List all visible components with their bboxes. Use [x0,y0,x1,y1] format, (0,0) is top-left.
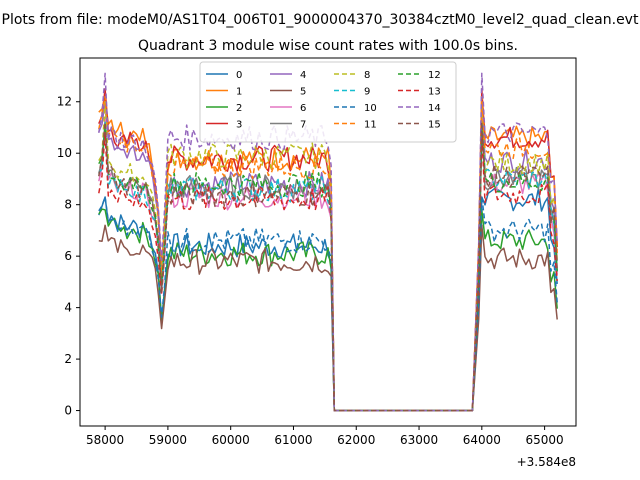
series-line-15 [98,121,558,412]
legend-label-10: 10 [364,103,377,114]
y-tick-label: 4 [64,301,72,315]
y-tick-label: 6 [64,249,72,263]
legend-label-11: 11 [364,120,377,131]
axes-frame [79,57,577,427]
legend-label-2: 2 [236,103,242,114]
legend-label-4: 4 [300,70,306,81]
legend-label-12: 12 [428,70,441,81]
y-tick-label: 12 [57,95,72,109]
series-line-14 [98,72,558,412]
legend-label-5: 5 [300,87,306,98]
legend-label-8: 8 [364,70,370,81]
series-line-5 [98,224,558,412]
legend-label-0: 0 [236,70,242,81]
series-layer [98,72,558,412]
series-line-12 [98,126,558,412]
figure-title: Plots from file: modeM0/AS1T04_006T01_90… [2,12,639,28]
x-axis: 58000 59000 60000 61000 62000 63000 64000 65000 [86,426,564,447]
x-tick-label: 59000 [149,433,187,447]
x-tick-label: 65000 [526,433,564,447]
x-tick-label: 60000 [212,433,250,447]
legend-label-6: 6 [300,103,306,114]
chart-title: Quadrant 3 module wise count rates with … [138,38,518,54]
x-tick-label: 61000 [274,433,312,447]
x-tick-label: 62000 [337,433,375,447]
series-line-10 [98,196,558,412]
x-tick-label: 63000 [400,433,438,447]
y-tick-label: 8 [64,198,72,212]
legend-label-1: 1 [236,87,242,98]
y-tick-label: 0 [64,404,72,418]
legend-label-7: 7 [300,120,306,131]
x-tick-label: 64000 [463,433,501,447]
legend-label-13: 13 [428,87,441,98]
y-tick-label: 2 [64,352,72,366]
legend-label-14: 14 [428,103,441,114]
x-offset-label: +3.584e8 [517,455,576,469]
y-axis: 0 2 4 6 8 10 12 [57,95,80,418]
series-line-11 [98,95,558,412]
legend-label-3: 3 [236,120,242,131]
x-tick-label: 58000 [86,433,124,447]
y-tick-label: 10 [57,146,72,160]
legend-label-9: 9 [364,87,370,98]
legend-box [199,61,457,143]
legend-label-15: 15 [428,120,441,131]
